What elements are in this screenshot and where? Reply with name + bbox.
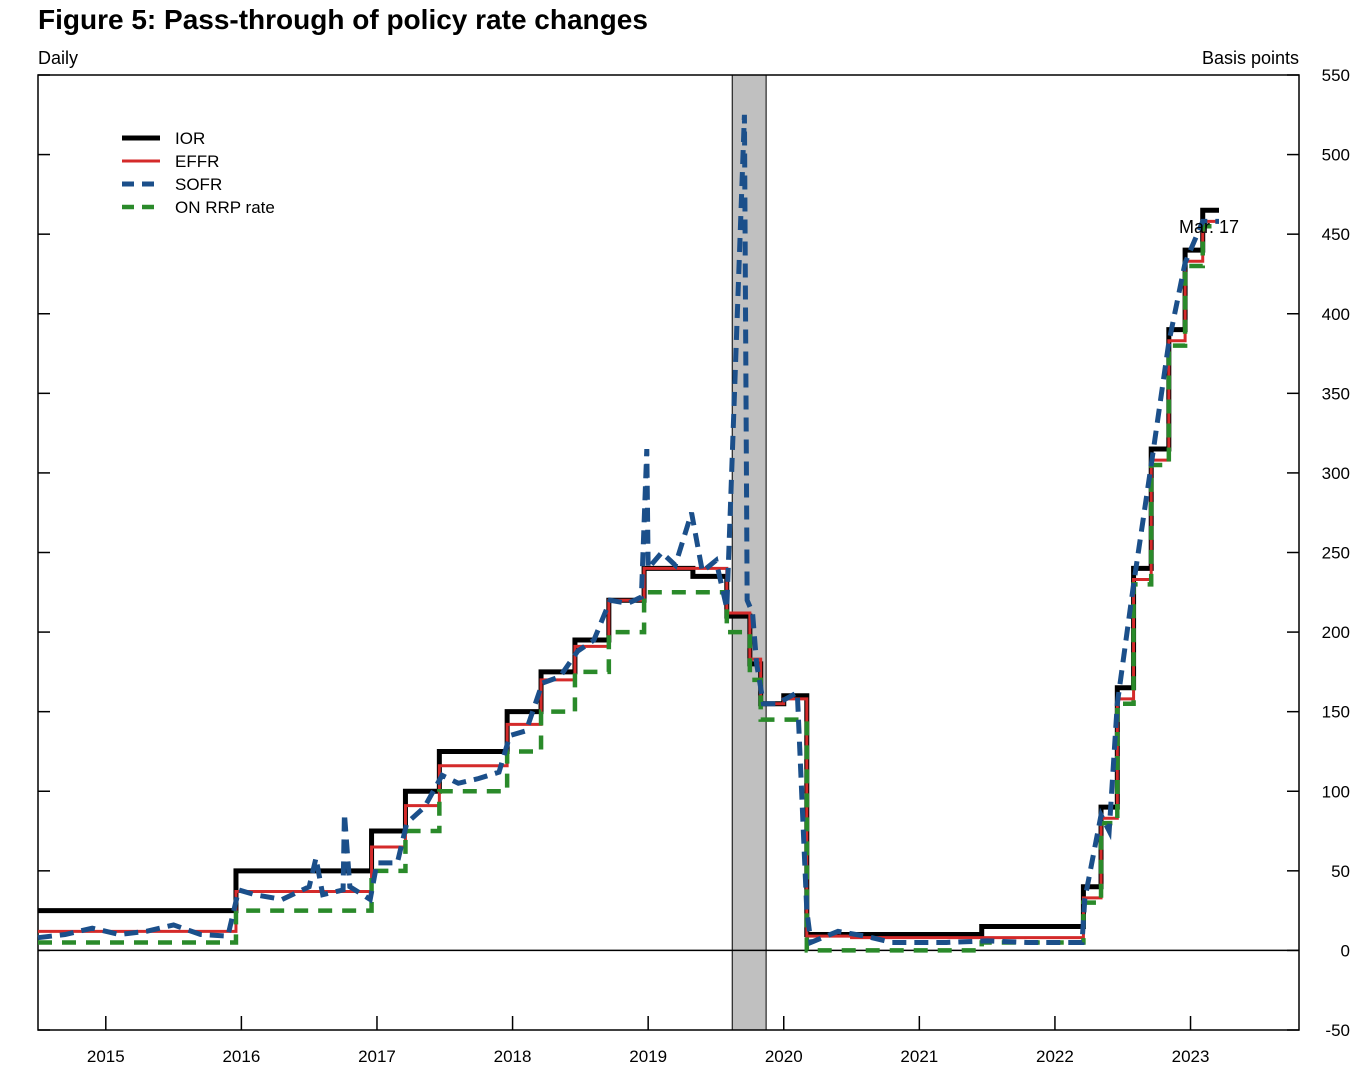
y-tick-label: 550: [1322, 66, 1350, 85]
legend-label: ON RRP rate: [175, 198, 275, 217]
y-tick-label: 300: [1322, 464, 1350, 483]
legend-label: IOR: [175, 129, 205, 148]
y-tick-label: -50: [1325, 1021, 1350, 1040]
y-tick-label: 150: [1322, 703, 1350, 722]
y-tick-label: 50: [1331, 862, 1350, 881]
y-axis-label: Basis points: [1202, 48, 1299, 68]
plot-frame: [37, 74, 1300, 1031]
x-tick-label: 2021: [900, 1047, 938, 1066]
y-tick-label: 100: [1322, 782, 1350, 801]
x-tick-label: 2015: [87, 1047, 125, 1066]
x-tick-label: 2023: [1172, 1047, 1210, 1066]
y-tick-label: 0: [1341, 941, 1350, 960]
y-tick-label: 450: [1322, 225, 1350, 244]
frequency-label: Daily: [38, 48, 78, 68]
y-axis: -50 0 50 100 150 200 250 300 350 400 450 500 550: [38, 66, 1350, 1040]
x-tick-label: 2018: [494, 1047, 532, 1066]
legend: IOR EFFR SOFR ON RRP rate: [122, 129, 275, 217]
series-line-sofr: [37, 114, 1219, 947]
x-axis: 2015 2016 2017 2018 2019 2020 2021 2022 2023: [87, 1016, 1210, 1066]
series-line-ior: [38, 207, 1219, 937]
chart-title: Figure 5: Pass-through of policy rate ch…: [38, 4, 648, 35]
y-tick-label: 200: [1322, 623, 1350, 642]
x-tick-label: 2017: [358, 1047, 396, 1066]
series-line-effr: [38, 219, 1219, 940]
y-tick-label: 500: [1322, 146, 1350, 165]
y-tick-label: 250: [1322, 544, 1350, 563]
x-tick-label: 2022: [1036, 1047, 1074, 1066]
y-tick-label: 400: [1322, 305, 1350, 324]
legend-label: SOFR: [175, 175, 222, 194]
y-tick-label: 350: [1322, 384, 1350, 403]
series-line-on-rrp-rate: [38, 223, 1219, 953]
annotation-mar17: Mar. 17: [1179, 217, 1239, 237]
x-tick-label: 2019: [629, 1047, 667, 1066]
series-group: [37, 114, 1219, 953]
x-tick-label: 2020: [765, 1047, 803, 1066]
x-tick-label: 2016: [222, 1047, 260, 1066]
legend-label: EFFR: [175, 152, 219, 171]
